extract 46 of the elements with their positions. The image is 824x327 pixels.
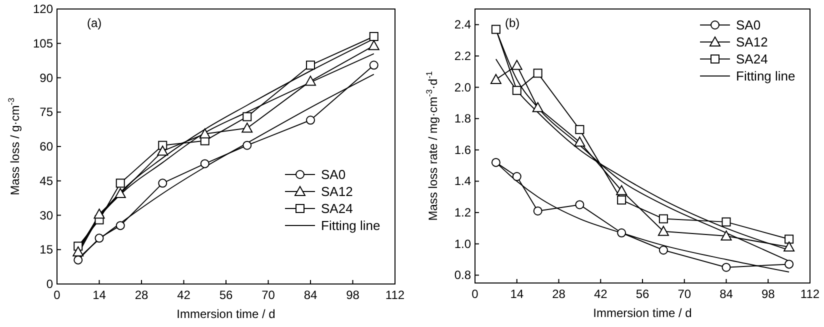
x-tick-label: 14 — [510, 287, 524, 301]
x-tick-label: 14 — [92, 288, 106, 302]
y-tick-label: 1.6 — [454, 142, 472, 157]
y-tick-label: 1.0 — [454, 236, 472, 251]
x-tick-label: 98 — [346, 288, 360, 302]
x-axis-title: Immersion time / d — [593, 306, 692, 320]
legend-label: Fitting line — [736, 68, 796, 84]
y-tick-label: 75 — [40, 105, 54, 120]
y-tick-label: 1.2 — [454, 206, 472, 220]
x-tick-label: 70 — [262, 288, 276, 302]
y-tick-label: 45 — [40, 174, 54, 188]
x-tick-label: 98 — [761, 287, 776, 301]
legend-label: Fitting line — [321, 218, 380, 233]
y-tick-label: 0 — [46, 277, 54, 291]
y-tick-label: 2.2 — [454, 48, 472, 63]
legend-label: SA12 — [736, 34, 768, 50]
x-tick-label: 84 — [720, 287, 734, 301]
y-tick-label: 0.8 — [454, 268, 472, 282]
annotation: (b) — [505, 16, 520, 30]
legend-label: SA0 — [321, 167, 346, 182]
y-tick-label: 105 — [32, 36, 54, 50]
y-tick-label: 90 — [40, 70, 54, 85]
legend-label: SA0 — [736, 18, 761, 32]
x-axis-title: Immersion time / d — [176, 307, 276, 321]
legend-label: SA12 — [321, 184, 353, 199]
x-tick-label: 56 — [219, 288, 233, 302]
x-tick-label: 42 — [594, 287, 608, 301]
x-tick-label: 42 — [177, 288, 191, 302]
x-tick-label: 70 — [678, 287, 692, 301]
y-tick-label: 1.8 — [454, 112, 472, 126]
y-tick-label: 2.4 — [454, 18, 472, 32]
legend-label: SA24 — [321, 201, 353, 216]
y-tick-label: 120 — [32, 2, 54, 16]
x-tick-label: 112 — [800, 287, 820, 301]
x-tick-label: 84 — [304, 288, 318, 302]
annotation: (a) — [87, 16, 102, 30]
x-tick-label: 56 — [636, 287, 650, 301]
legend-label: SA24 — [736, 52, 768, 66]
x-tick-label: 112 — [385, 288, 405, 302]
y-tick-label: 30 — [40, 208, 54, 222]
y-tick-label: 1.4 — [454, 174, 472, 188]
y-tick-label: 15 — [40, 242, 54, 257]
y-tick-label: 2.0 — [454, 80, 472, 94]
x-tick-label: 28 — [552, 287, 566, 301]
x-tick-label: 28 — [134, 288, 148, 302]
y-tick-label: 60 — [40, 140, 54, 154]
